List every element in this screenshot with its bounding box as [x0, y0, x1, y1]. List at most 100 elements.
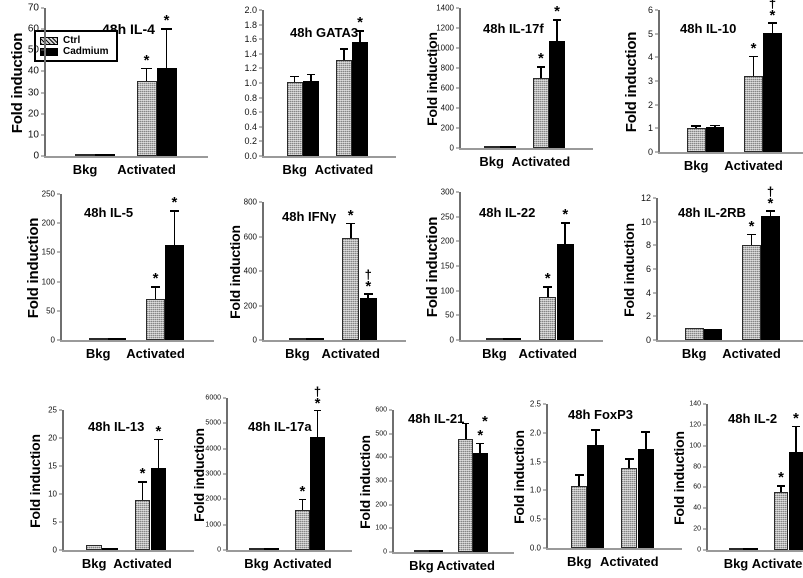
error-bar	[546, 286, 549, 298]
bar-il22-bkg-ctrl	[485, 338, 504, 340]
error-bar	[780, 485, 782, 492]
y-tick-mark	[259, 305, 262, 306]
y-axis-line	[706, 404, 708, 550]
y-tick-mark	[259, 67, 262, 69]
x-axis-label-bkg: Bkg	[85, 346, 111, 361]
x-axis-label-activated: Activated	[722, 346, 781, 361]
error-bar-cap	[346, 222, 356, 225]
y-tick-label: 2000	[205, 495, 221, 503]
y-tick-label: 0	[50, 335, 55, 345]
legend-item-ctrl: Ctrl	[40, 35, 110, 46]
y-tick-mark	[259, 126, 262, 128]
y-axis-line	[656, 198, 658, 340]
y-tick-label: 250	[41, 189, 55, 199]
y-tick-label: 8	[645, 240, 651, 251]
y-tick-label: 50	[46, 306, 55, 316]
y-tick-mark	[41, 49, 44, 51]
y-tick-mark	[259, 140, 262, 142]
x-axis-label-bkg: Bkg	[285, 346, 310, 361]
y-tick-label: 1.0	[244, 78, 257, 88]
error-bar	[316, 409, 319, 437]
y-tick-mark	[41, 28, 44, 30]
error-bar	[301, 498, 304, 511]
panel-title-il21: 48h IL-21	[408, 411, 465, 426]
plot-area-il13: 0 5 10 15 20 25 Bkg * * Activated	[48, 406, 194, 571]
error-bar-cap	[746, 233, 757, 236]
y-axis-label: Fold induction	[424, 216, 441, 318]
error-bar	[464, 422, 467, 440]
y-tick-label: 6	[647, 5, 653, 15]
bar-il17a-activated-ctrl	[294, 510, 310, 550]
error-bar-cap	[150, 286, 161, 288]
y-tick-mark	[389, 433, 392, 435]
y-tick-label: 6000	[205, 394, 221, 402]
bar-il10-bkg-cadmium	[705, 126, 725, 152]
y-axis-line	[44, 8, 46, 156]
bar-il2-bkg-cadmium	[743, 548, 759, 550]
y-tick-label: 3000	[205, 470, 221, 478]
bar-ifng-activated-ctrl	[341, 237, 360, 340]
error-bar	[145, 67, 148, 81]
plot-area-il22: 0 50 100 150 200 250 300 Bkg * * Activated	[441, 188, 603, 361]
error-bar-cap	[641, 431, 650, 433]
significance-asterisk: *	[143, 51, 150, 69]
bar-il17a-activated-cadmium	[310, 436, 326, 550]
significance-asterisk: *	[562, 206, 569, 224]
error-bar-cap	[476, 442, 485, 445]
y-tick-label: 12	[640, 193, 651, 203]
x-axis-label-activated: Activated	[511, 154, 571, 169]
y-tick-mark	[703, 507, 706, 509]
y-tick-mark	[543, 518, 546, 520]
x-axis-line	[226, 550, 352, 552]
bar-il13-bkg-ctrl	[86, 544, 103, 550]
y-tick-label: 200	[41, 218, 55, 228]
error-bar	[359, 30, 361, 43]
y-tick-label: 100	[375, 524, 387, 532]
y-tick-mark	[389, 551, 392, 553]
y-axis-line	[392, 410, 394, 552]
y-tick-label: 1.2	[244, 63, 257, 74]
bar-foxp3-activated-cadmium	[637, 448, 654, 548]
y-tick-mark	[655, 104, 658, 106]
error-bar	[564, 222, 567, 245]
y-tick-mark	[653, 292, 656, 294]
y-tick-mark	[703, 528, 706, 530]
y-tick-mark	[655, 56, 658, 58]
y-tick-mark	[655, 151, 658, 153]
bar-il5-activated-ctrl	[146, 299, 165, 340]
y-tick-label: 400	[375, 453, 387, 461]
y-tick-label: 15	[48, 461, 57, 471]
bar-il2-bkg-ctrl	[728, 548, 744, 550]
y-tick-mark	[41, 70, 44, 72]
x-axis-label-activated: Activated	[126, 346, 185, 361]
significance-asterisk: *	[152, 270, 159, 288]
y-tick-label: 100	[440, 286, 454, 296]
significance-asterisk: *	[778, 469, 784, 487]
error-bar	[795, 425, 797, 452]
y-tick-label: 100	[689, 442, 701, 450]
bar-il17f-bkg-cadmium	[499, 146, 516, 148]
y-tick-label: 800	[440, 63, 454, 73]
y-tick-mark	[456, 147, 459, 149]
panel-title-il2rb: 48h IL-2RB	[678, 205, 746, 220]
error-bar	[165, 28, 168, 69]
y-tick-label: 0.4	[244, 121, 257, 132]
plot-area-il2rb: 0 2 4 6 8 10 12 Bkg * † * Activated	[641, 185, 803, 361]
y-tick-mark	[57, 193, 60, 195]
bar-il10-activated-ctrl	[744, 75, 763, 152]
y-tick-mark	[389, 456, 392, 458]
y-tick-label: 4	[647, 52, 653, 63]
y-tick-label: 5	[52, 517, 57, 527]
y-tick-mark	[259, 270, 262, 272]
plot-area-il4: 0 10 20 30 40 50 60 70 Bkg * * Activated	[28, 3, 208, 177]
error-bar-cap	[560, 222, 570, 224]
bar-il17a-bkg-ctrl	[248, 548, 265, 550]
y-tick-mark	[259, 236, 262, 237]
y-axis-label: Fold induction	[25, 217, 42, 319]
error-bar	[479, 442, 482, 453]
error-bar-cap	[363, 293, 373, 295]
legend-label-cadmium: Cadmium	[63, 45, 109, 57]
y-tick-label: 40	[27, 65, 39, 77]
significance-asterisk: *	[163, 12, 170, 30]
